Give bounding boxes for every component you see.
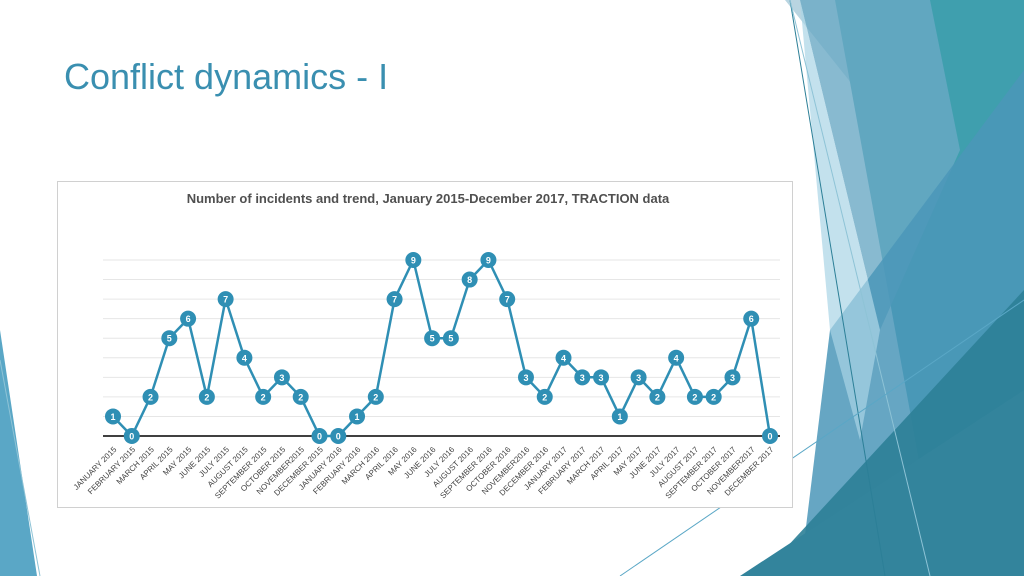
data-point — [461, 271, 478, 288]
data-label: 2 — [655, 392, 660, 402]
data-label: 3 — [730, 373, 735, 383]
data-point — [311, 428, 328, 444]
chart-title: Number of incidents and trend, January 2… — [186, 191, 670, 206]
data-point — [442, 330, 459, 347]
data-label: 4 — [674, 353, 679, 363]
data-point — [367, 388, 384, 405]
data-point — [649, 388, 666, 405]
data-label: 3 — [580, 373, 585, 383]
data-point — [180, 310, 197, 327]
data-point — [499, 291, 516, 308]
data-point — [330, 428, 347, 444]
data-label: 6 — [749, 314, 754, 324]
data-point — [611, 408, 628, 425]
data-point — [349, 408, 366, 425]
data-label: 7 — [392, 295, 397, 305]
data-label: 5 — [167, 334, 172, 344]
data-point — [236, 349, 253, 366]
chart-frame: Number of incidents and trend, January 2… — [57, 181, 793, 508]
data-label: 5 — [448, 334, 453, 344]
data-label: 0 — [336, 432, 341, 442]
data-label: 7 — [505, 295, 510, 305]
data-label: 2 — [711, 392, 716, 402]
data-point — [762, 428, 778, 444]
data-label: 3 — [636, 373, 641, 383]
data-point — [405, 252, 422, 268]
data-label: 2 — [542, 392, 547, 402]
data-label: 8 — [467, 275, 472, 285]
data-label: 1 — [355, 412, 360, 422]
data-label: 9 — [486, 256, 491, 266]
data-point — [480, 252, 497, 268]
data-label: 1 — [617, 412, 622, 422]
data-label: 2 — [261, 392, 266, 402]
left-edge-decoration — [0, 330, 41, 576]
data-label: 4 — [561, 353, 566, 363]
data-point — [630, 369, 647, 386]
data-point — [574, 369, 591, 386]
data-point — [517, 369, 534, 386]
data-point — [555, 349, 572, 366]
data-label: 2 — [298, 392, 303, 402]
data-point — [668, 349, 685, 366]
data-label: 2 — [692, 392, 697, 402]
data-point — [292, 388, 309, 405]
data-point — [198, 388, 215, 405]
data-point — [217, 291, 234, 308]
data-point — [686, 388, 703, 405]
data-point — [724, 369, 741, 386]
data-point — [705, 388, 722, 405]
data-label: 7 — [223, 295, 228, 305]
data-label: 3 — [599, 373, 604, 383]
data-label: 2 — [204, 392, 209, 402]
data-point — [273, 369, 290, 386]
data-point — [142, 388, 159, 405]
data-label: 5 — [430, 334, 435, 344]
data-point — [123, 428, 140, 444]
data-label: 4 — [242, 353, 247, 363]
data-label: 2 — [148, 392, 153, 402]
data-label: 0 — [129, 432, 134, 442]
data-label: 2 — [373, 392, 378, 402]
data-point — [105, 408, 121, 425]
data-point — [593, 369, 610, 386]
data-point — [536, 388, 553, 405]
data-point — [743, 310, 760, 327]
data-label: 1 — [110, 412, 115, 422]
data-label: 3 — [523, 373, 528, 383]
data-label: 0 — [767, 432, 772, 442]
data-label: 0 — [317, 432, 322, 442]
data-point — [386, 291, 403, 308]
data-point — [161, 330, 178, 347]
data-label: 3 — [279, 373, 284, 383]
data-label: 9 — [411, 256, 416, 266]
series-line — [112, 258, 772, 438]
data-label: 6 — [186, 314, 191, 324]
data-point — [255, 388, 272, 405]
data-point — [424, 330, 441, 347]
slide-title: Conflict dynamics - I — [64, 56, 389, 97]
